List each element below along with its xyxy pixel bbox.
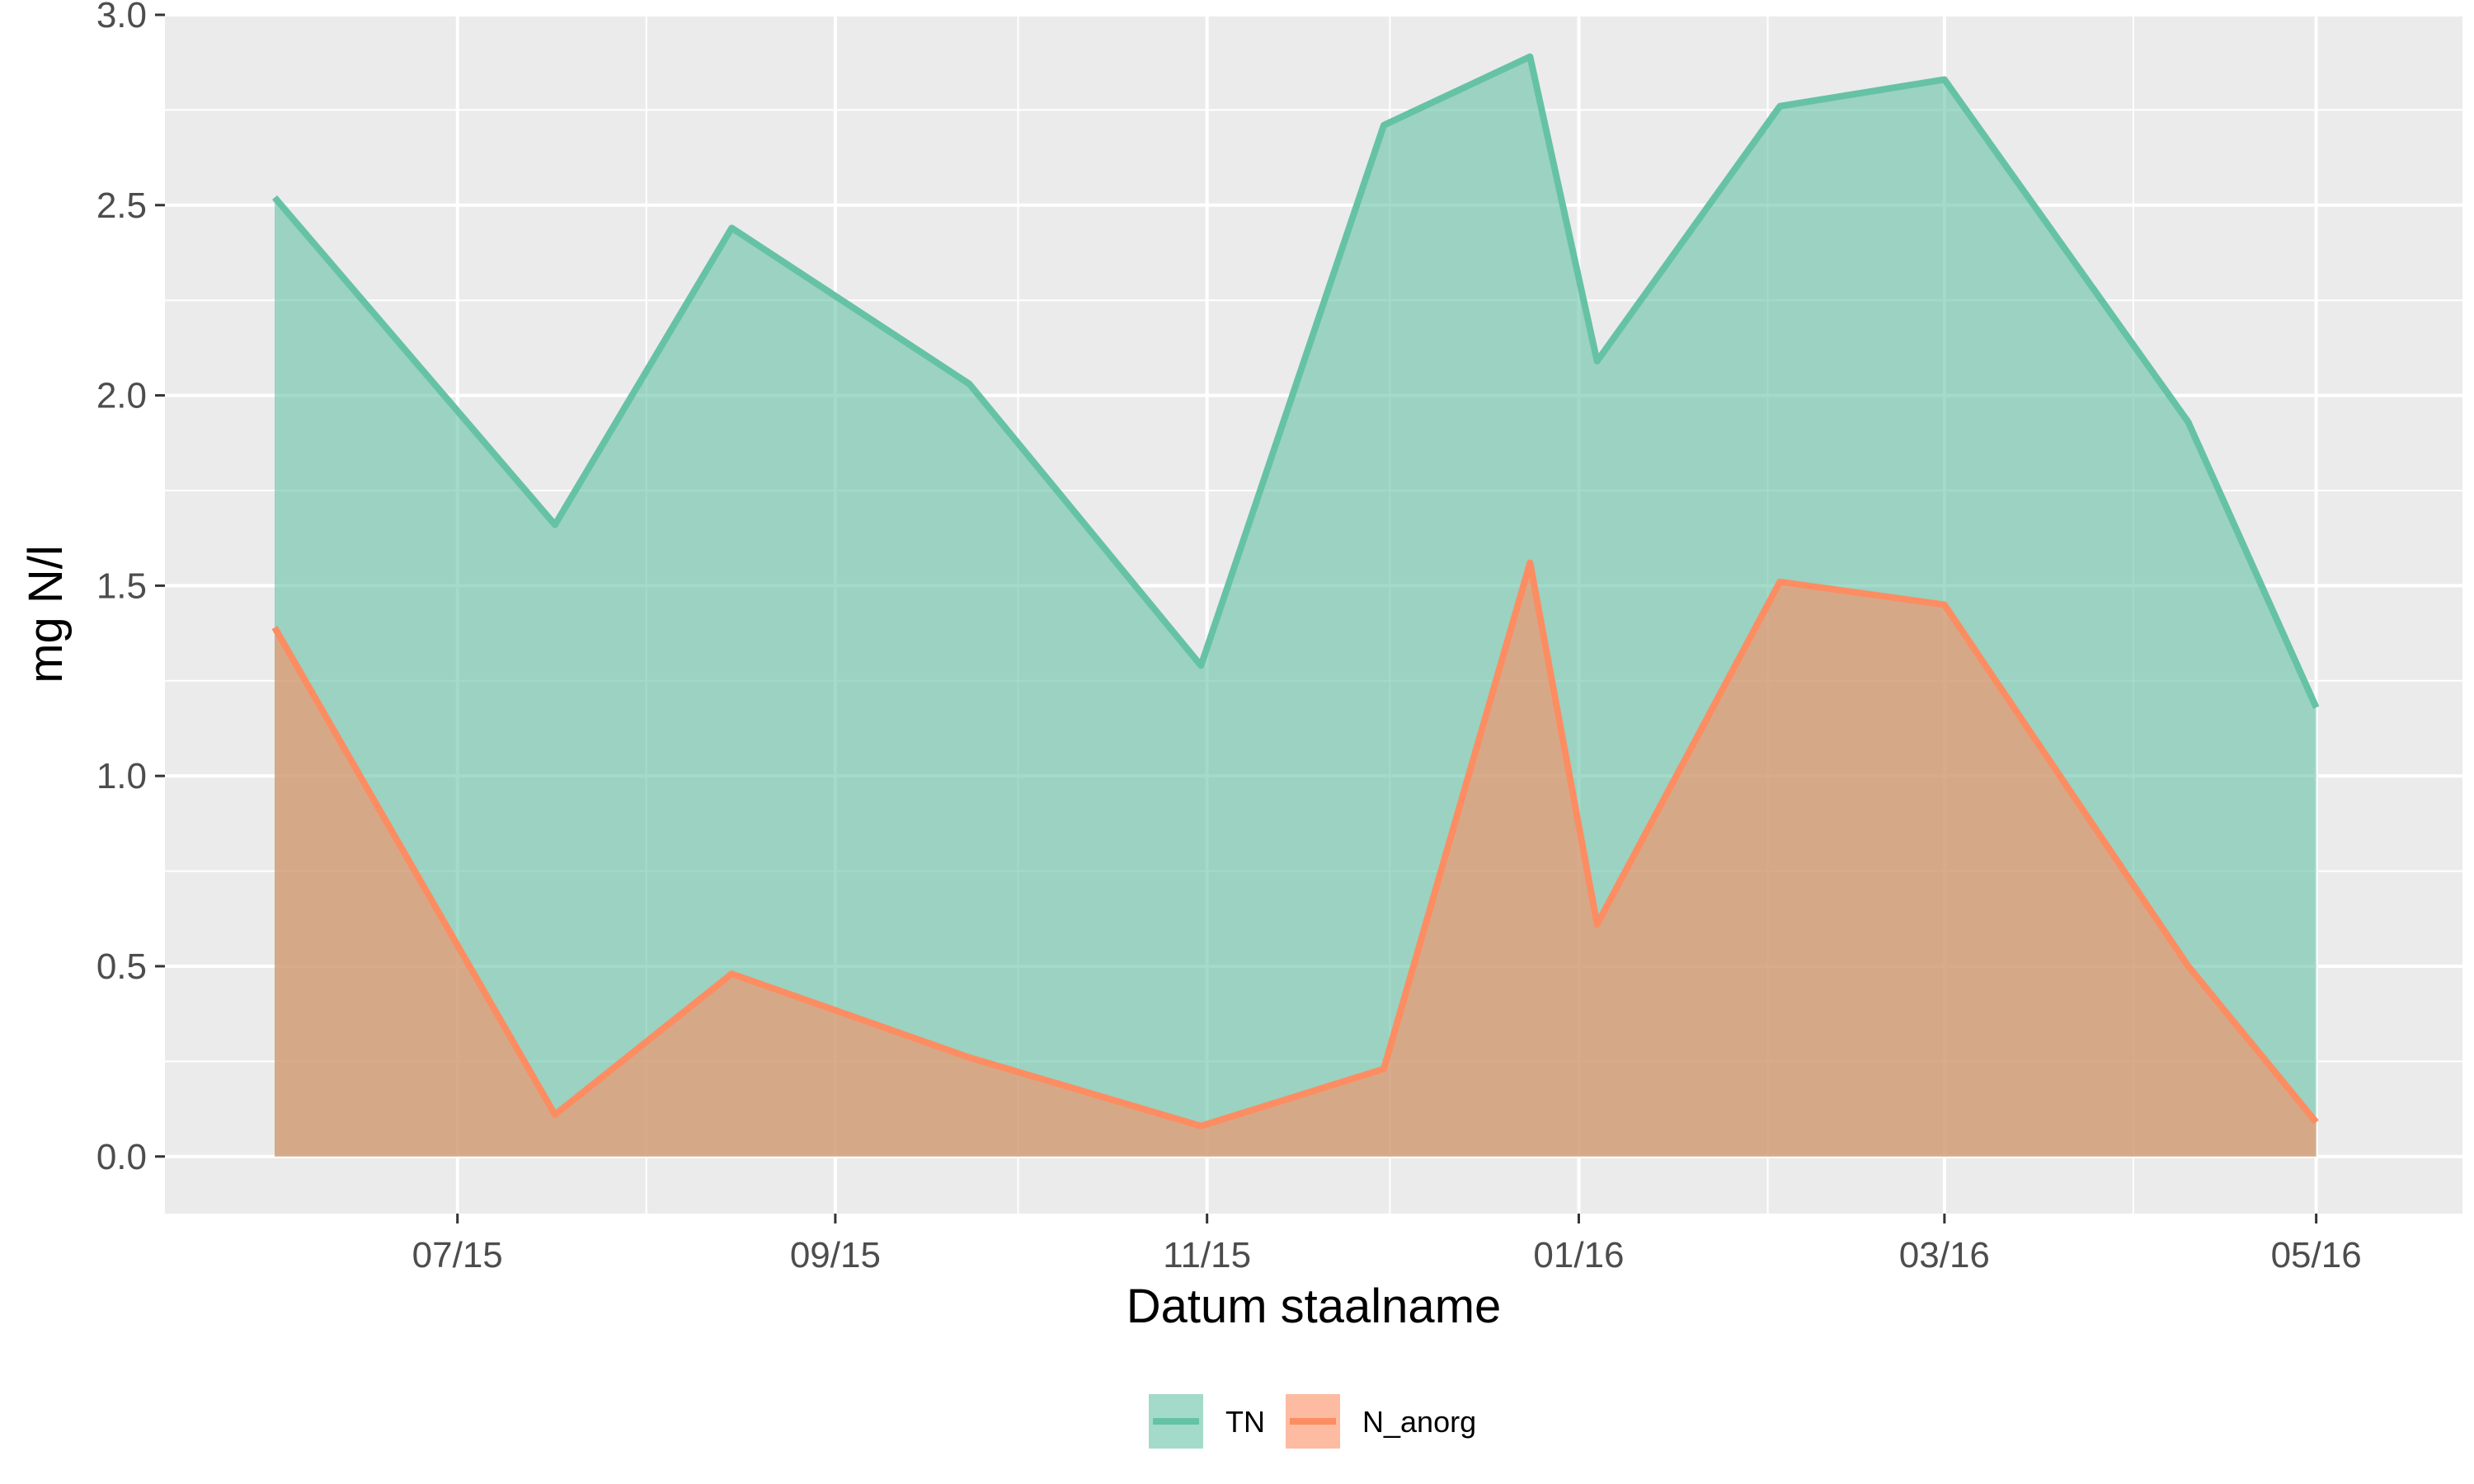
y-tick-label: 0.5	[96, 946, 147, 987]
y-tick-label: 1.0	[96, 756, 147, 796]
legend-label-n-anorg: N_anorg	[1362, 1405, 1476, 1439]
x-tick-label: 01/16	[1533, 1235, 1624, 1275]
series-areas	[275, 56, 2316, 1157]
x-axis-title: Datum staalname	[1126, 1280, 1502, 1333]
line-tn	[271, 53, 2320, 709]
x-axis: 07/15 09/15 11/15 01/16 03/16 05/16	[412, 1214, 2362, 1275]
y-tick-label: 2.5	[96, 186, 147, 226]
y-axis: 0.0 0.5 1.0 1.5 2.0 2.5 3.0	[96, 0, 165, 1177]
x-tick-label: 05/16	[2271, 1235, 2362, 1275]
x-tick-label: 09/15	[790, 1235, 881, 1275]
x-tick-label: 07/15	[412, 1235, 503, 1275]
y-axis-title: mg N/l	[19, 545, 73, 683]
line-n-anorg	[271, 559, 2319, 1129]
series-lines	[271, 53, 2320, 1129]
y-tick-label: 0.0	[96, 1137, 147, 1177]
legend-label-tn: TN	[1225, 1405, 1265, 1439]
y-tick-label: 2.0	[96, 376, 147, 416]
x-tick-label: 11/15	[1163, 1235, 1251, 1275]
y-tick-label: 1.5	[96, 566, 147, 606]
y-tick-label: 3.0	[96, 0, 147, 35]
legend: TN N_anorg	[1147, 1392, 1476, 1450]
area-n-anorg	[275, 562, 2316, 1157]
x-tick-label: 03/16	[1899, 1235, 1990, 1275]
